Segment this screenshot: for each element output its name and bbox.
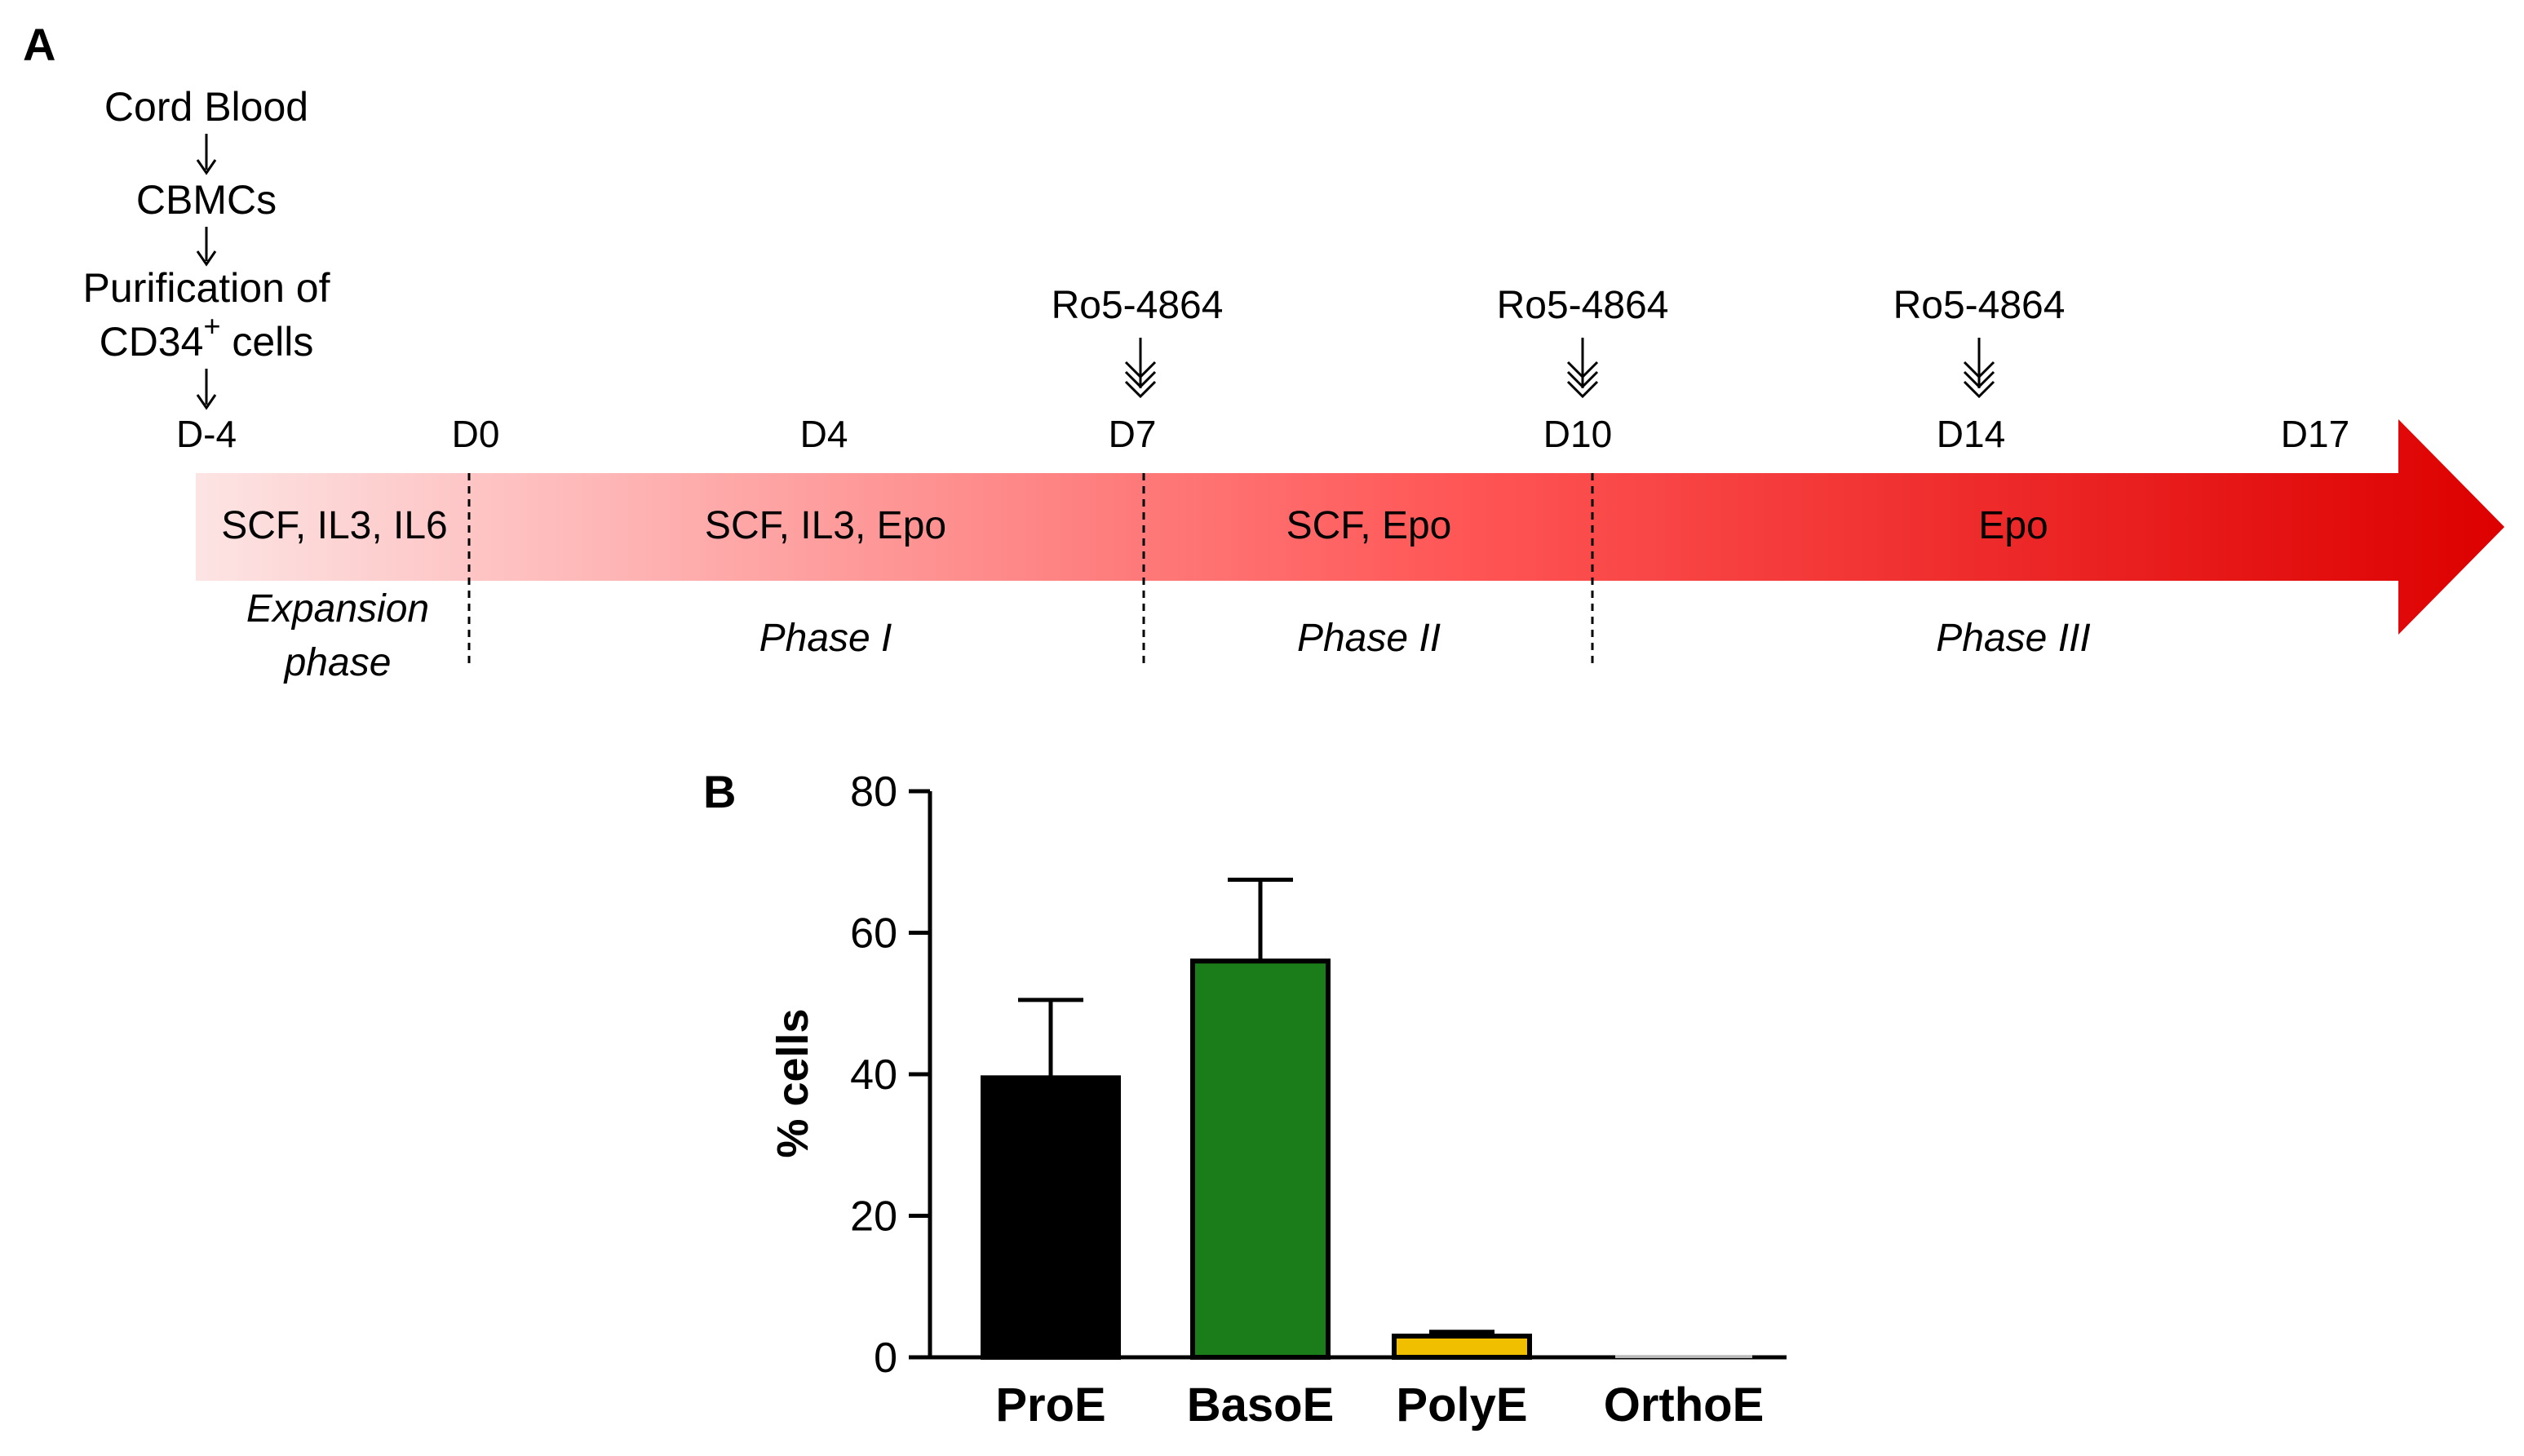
triple-arrow-icon xyxy=(1124,338,1157,399)
treatment-annotations: Ro5-4864 Ro5-4864 Ro5-4864 xyxy=(1052,284,2066,399)
panel-a: A Cord Blood CBMCs Purification of CD34+… xyxy=(23,19,2504,684)
phase-label: Phase III xyxy=(1936,617,2090,660)
treatment-label: Ro5-4864 xyxy=(1893,284,2066,327)
y-tick-label: 80 xyxy=(850,768,897,816)
phase-label: phase xyxy=(283,641,392,684)
flow-arrow xyxy=(196,227,217,267)
phase-label: Expansion xyxy=(246,587,429,631)
phase-dividers xyxy=(467,473,1594,667)
y-axis-label: % cells xyxy=(768,1008,817,1157)
condition-label: SCF, IL3, Epo xyxy=(705,504,946,547)
timeline-arrow xyxy=(196,419,2504,635)
panel-b-label: B xyxy=(703,766,736,817)
x-category-label: OrthoE xyxy=(1604,1379,1765,1432)
day-label: D-4 xyxy=(176,413,237,455)
y-tick-label: 0 xyxy=(874,1334,897,1382)
cd34-superscript: + xyxy=(203,309,220,343)
bar-proe xyxy=(981,1075,1121,1361)
flow-arrow xyxy=(196,134,217,175)
flow-cbmcs: CBMCs xyxy=(136,177,277,223)
condition-label: Epo xyxy=(1978,504,2048,547)
triple-arrow-icon xyxy=(1963,338,1995,399)
flow-purification-line2: CD34+ cells xyxy=(100,309,314,365)
triple-arrow-icon xyxy=(1566,338,1599,399)
y-tick-label: 20 xyxy=(850,1193,897,1241)
flow-purification-line1: Purification of xyxy=(83,265,330,311)
cd34-text: CD34 xyxy=(100,319,204,365)
panel-a-label: A xyxy=(23,19,55,70)
flow-cord-blood: Cord Blood xyxy=(104,84,308,130)
phase-label: Phase II xyxy=(1297,617,1441,660)
bar-basoe xyxy=(1190,958,1331,1360)
chart-marks: 0 20 40 60 80 ProE BasoE PolyE OrthoE xyxy=(850,768,1787,1432)
day-label: D10 xyxy=(1543,413,1612,455)
culture-conditions: SCF, IL3, IL6 SCF, IL3, Epo SCF, Epo Epo xyxy=(221,504,2048,547)
phase-names: Expansion phase Phase I Phase II Phase I… xyxy=(246,587,2091,684)
bar-orthoe xyxy=(1615,1355,1752,1359)
bar-polye xyxy=(1392,1333,1532,1360)
timeline-days: D-4 D0 D4 D7 D10 D14 D17 xyxy=(176,413,2349,455)
day-label: D14 xyxy=(1937,413,2005,455)
cells-text: cells xyxy=(220,319,313,365)
treatment-label: Ro5-4864 xyxy=(1497,284,1669,327)
treatment-label: Ro5-4864 xyxy=(1052,284,1224,327)
phase-label: Phase I xyxy=(759,617,892,660)
condition-label: SCF, Epo xyxy=(1286,504,1452,547)
x-category-label: ProE xyxy=(995,1379,1105,1432)
y-tick-label: 40 xyxy=(850,1051,897,1099)
condition-label: SCF, IL3, IL6 xyxy=(221,504,447,547)
x-category-label: PolyE xyxy=(1396,1379,1527,1432)
day-label: D7 xyxy=(1109,413,1157,455)
day-label: D4 xyxy=(800,413,848,455)
x-category-label: BasoE xyxy=(1187,1379,1335,1432)
flow-arrow xyxy=(196,369,217,410)
day-label: D17 xyxy=(2281,413,2349,455)
y-tick-label: 60 xyxy=(850,910,897,958)
panel-b: B % cells 0 20 40 60 80 ProE BasoE PolyE OrthoE xyxy=(703,766,1787,1432)
day-label: D0 xyxy=(452,413,500,455)
purification-flow: Cord Blood CBMCs Purification of CD34+ c… xyxy=(83,84,330,410)
